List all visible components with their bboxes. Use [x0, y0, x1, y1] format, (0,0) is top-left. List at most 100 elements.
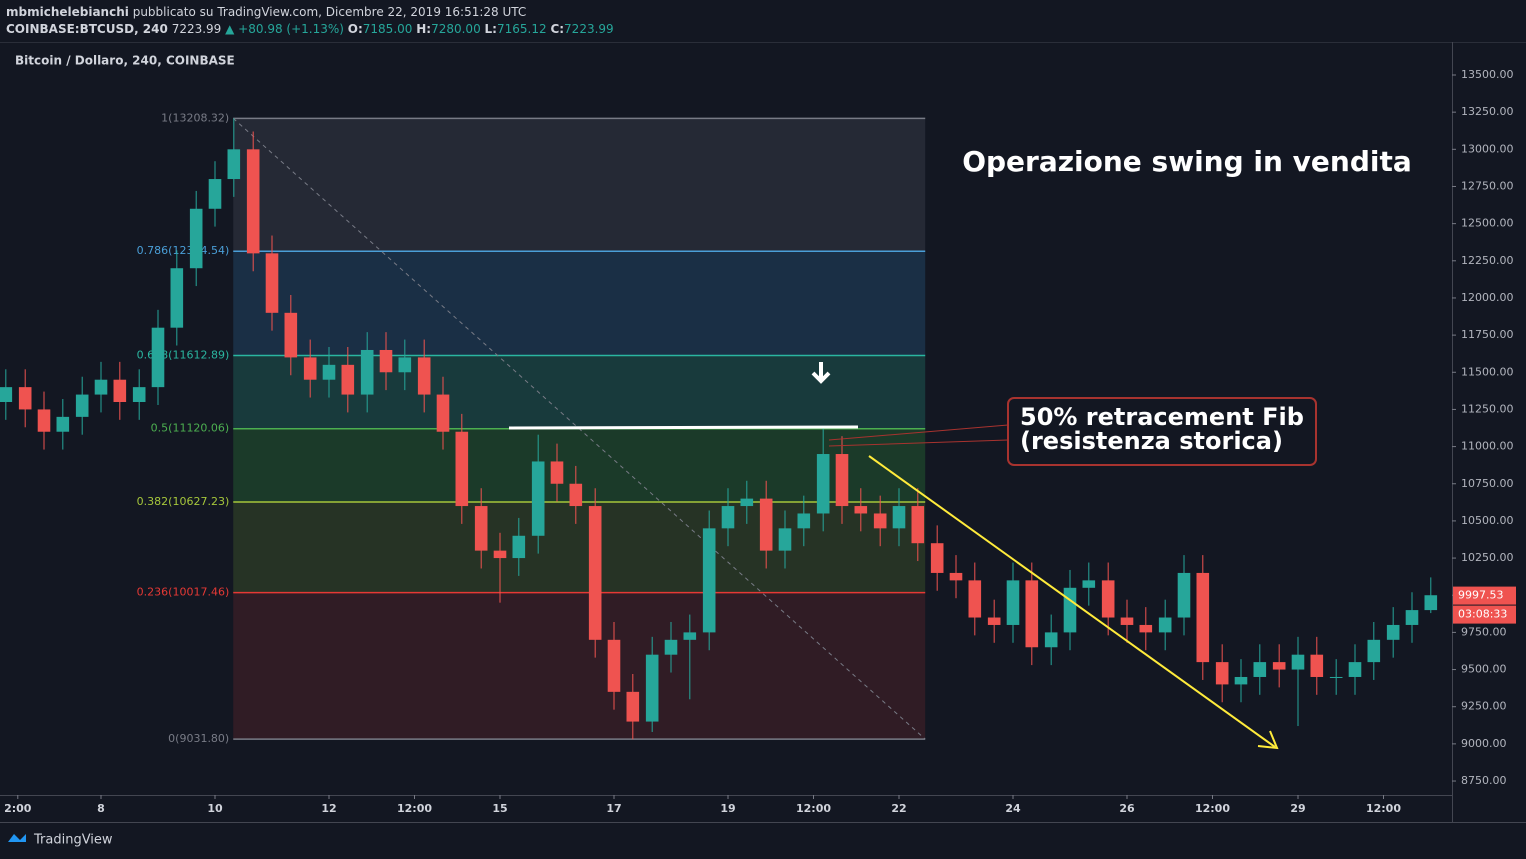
candles [0, 118, 1438, 740]
fib-label: 0.236(10017.46) [137, 586, 230, 599]
y-tick-label: 9750.00 [1461, 625, 1507, 638]
y-tick-label: 10250.00 [1461, 551, 1514, 564]
callout-text: 50% retracement Fib [1020, 403, 1304, 431]
fib-zone [233, 592, 926, 740]
candle-body [417, 357, 431, 395]
candle-body [949, 572, 963, 581]
candle-body [474, 506, 488, 551]
fib-zone [233, 118, 926, 252]
x-tick-label: 12:00 [1195, 802, 1230, 815]
x-tick-label: 8 [97, 802, 105, 815]
callout-connector [828, 439, 1009, 447]
candle-body [531, 461, 545, 536]
candle-body [379, 349, 393, 373]
y-tick-label: 9000.00 [1461, 737, 1507, 750]
candle-body [360, 349, 374, 395]
candle-body [1082, 580, 1096, 588]
symbol: COINBASE:BTCUSD, 240 [6, 22, 168, 36]
fib-label: 0.5(11120.06) [151, 422, 230, 435]
y-tick-label: 11750.00 [1461, 328, 1514, 341]
x-tick-label: 15 [492, 802, 507, 815]
x-tick-label: 10 [207, 802, 223, 815]
candle-body [1367, 639, 1381, 663]
candle-body [18, 387, 32, 410]
candle-body [550, 461, 564, 484]
callout-text: (resistenza storica) [1020, 427, 1283, 455]
candle-body [1329, 676, 1343, 678]
x-tick-label: 12:00 [397, 802, 432, 815]
ohlc: O:7185.00 H:7280.00 L:7165.12 C:7223.99 [348, 22, 614, 36]
ohlc-value: 7223.99 [564, 22, 614, 36]
x-tick-label: 12:00 [796, 802, 831, 815]
candle-body [607, 639, 621, 692]
y-tick-label: 12750.00 [1461, 179, 1514, 192]
candle-body [1234, 676, 1248, 685]
candle-body [284, 312, 298, 358]
chart-title: Bitcoin / Dollaro, 240, COINBASE [15, 54, 235, 68]
change: ▲ +80.98 (+1.13%) [225, 22, 344, 36]
candle-body [797, 513, 811, 529]
x-tick-label: 17 [606, 802, 621, 815]
candle-body [455, 431, 469, 507]
candle-body [968, 580, 982, 618]
ohlc-value: 7185.00 [362, 22, 413, 36]
candle-body [303, 357, 317, 380]
candle-body [151, 327, 165, 388]
y-tick-label: 13000.00 [1461, 142, 1514, 155]
candle-body [1177, 572, 1191, 618]
x-tick-label: 22 [891, 802, 906, 815]
candle-body [1310, 654, 1324, 677]
candle-body [0, 387, 13, 403]
x-tick-label: 12:00 [1366, 802, 1401, 815]
price: 7223.99 [171, 22, 222, 36]
y-tick-label: 13500.00 [1461, 68, 1514, 81]
candle-body [265, 253, 279, 313]
countdown-box [1453, 605, 1516, 624]
candle-body [1291, 654, 1305, 670]
y-tick-label: 9250.00 [1461, 700, 1507, 713]
y-tick-label: 13250.00 [1461, 105, 1514, 118]
candle-body [721, 506, 735, 529]
y-tick-label: 9500.00 [1461, 663, 1507, 676]
fib-label: 0.618(11612.89) [137, 348, 230, 361]
candle-body [1025, 580, 1039, 648]
headline: Operazione swing in vendita [962, 145, 1412, 178]
fib-label: 1(13208.32) [161, 111, 229, 124]
candle-body [702, 528, 716, 633]
candle-body [56, 416, 70, 432]
candle-body [246, 149, 260, 254]
ohlc-value: 7165.12 [496, 22, 547, 36]
candle-body [1424, 595, 1438, 611]
y-tick-label: 12000.00 [1461, 291, 1514, 304]
candle-body [322, 364, 336, 380]
ohlc-value: 7280.00 [431, 22, 481, 36]
ohlc-label: H: [416, 22, 432, 36]
last-price-label: 9997.53 [1458, 589, 1504, 602]
candle-body [398, 357, 412, 373]
logo-icon [8, 834, 26, 842]
down-arrow [811, 362, 831, 384]
resistance-line [508, 425, 859, 430]
candle-body [778, 528, 792, 551]
x-tick-label: 24 [1005, 802, 1021, 815]
ohlc-label: O: [347, 22, 363, 36]
x-tick-label: 12 [321, 802, 336, 815]
y-tick-label: 10750.00 [1461, 477, 1514, 490]
candle-body [892, 506, 906, 529]
y-tick-label: 11500.00 [1461, 365, 1514, 378]
candle-body [873, 513, 887, 529]
candle-body [759, 498, 773, 551]
candle-body [1196, 572, 1210, 663]
fib-label: 0(9031.80) [168, 732, 229, 745]
candle-body [626, 691, 640, 722]
candle-body [189, 208, 203, 269]
candle-body [132, 387, 146, 403]
y-tick-label: 11250.00 [1461, 402, 1514, 415]
y-tick-label: 11000.00 [1461, 440, 1514, 453]
candle-body [208, 179, 222, 209]
trend-arrow-head [1257, 730, 1279, 750]
footer-brand: TradingView [33, 833, 113, 848]
candle-body [37, 409, 51, 432]
candle-body [113, 379, 127, 403]
